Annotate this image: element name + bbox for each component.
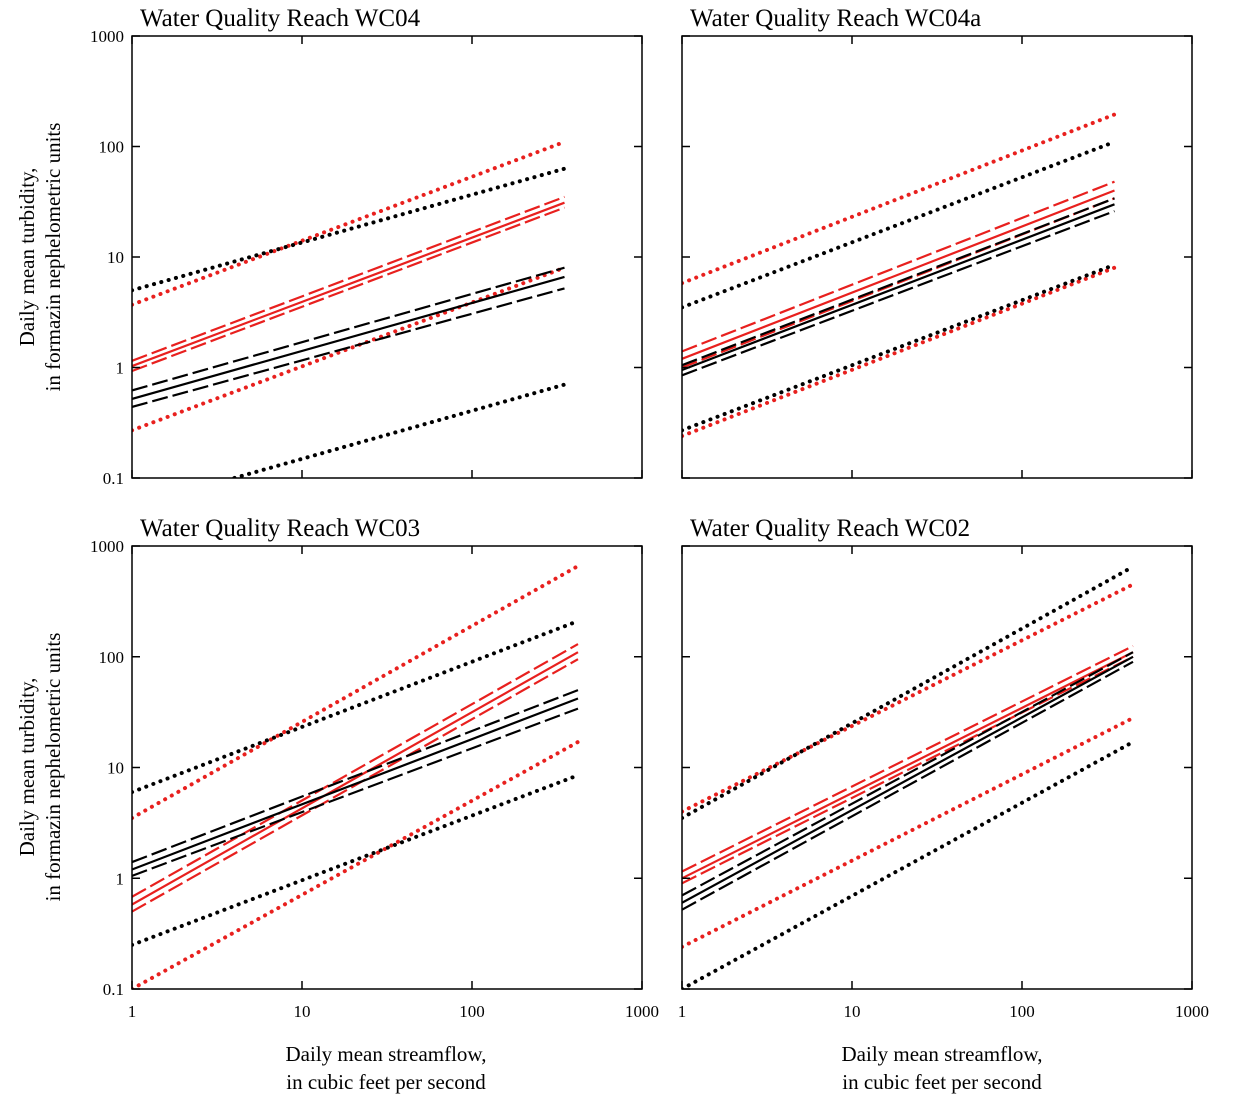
x-axis-label-left-line2: in cubic feet per second: [286, 1070, 486, 1094]
panel-title: Water Quality Reach WC04: [140, 5, 421, 32]
series-line-black-dotted-5: [132, 166, 567, 293]
panel-title: Water Quality Reach WC03: [140, 515, 420, 542]
series-line-red-dashed-3: [132, 658, 579, 913]
y-axis-label-top-line1: Daily mean turbidity,: [15, 168, 39, 347]
y-tick-label: 10: [107, 248, 124, 267]
series-line-black-dashed-7: [682, 651, 1134, 897]
series-line-red-dashed-2: [132, 195, 565, 362]
series-line-black-dotted-5: [132, 619, 580, 795]
series-line-red-dotted-0: [132, 564, 580, 820]
series-line-red-dotted-1: [132, 265, 567, 433]
series-line-red-solid-4: [132, 201, 565, 368]
y-tick-label: 100: [99, 648, 125, 667]
y-tick-label: 1000: [90, 27, 124, 46]
series-group: [132, 139, 567, 478]
series-line-black-dotted-5: [682, 564, 1135, 820]
series-line-black-dotted-6: [232, 382, 567, 478]
series-line-black-dotted-6: [682, 740, 1135, 989]
y-tick-label: 1: [116, 359, 125, 378]
series-line-red-solid-4: [682, 651, 1134, 880]
series-line-red-dotted-0: [682, 582, 1135, 814]
series-line-black-dashed-8: [132, 707, 579, 877]
x-tick-label: 1: [678, 1002, 687, 1021]
series-line-black-dashed-8: [682, 660, 1134, 911]
panel-wc04a: Water Quality Reach WC04a: [681, 5, 1193, 479]
panel-wc02: Water Quality Reach WC02 1 10 100 1000: [678, 515, 1209, 1021]
plot-frame: [681, 545, 1193, 990]
y-tick-label: 1: [116, 869, 125, 888]
y-axis-label-top-line2: in formazin nephelometric units: [41, 123, 65, 392]
x-tick-label: 10: [844, 1002, 861, 1021]
series-line-red-dashed-3: [682, 655, 1134, 885]
plot-frame: [131, 545, 643, 990]
series-line-red-dotted-1: [682, 716, 1135, 949]
y-tick-label: 100: [99, 138, 125, 157]
series-group: [132, 564, 580, 989]
series-group: [682, 112, 1117, 438]
plot-frame: [681, 35, 1193, 479]
series-line-black-dashed-8: [682, 210, 1115, 377]
series-line-red-solid-4: [132, 651, 579, 906]
x-axis-label-left-line1: Daily mean streamflow,: [286, 1042, 487, 1066]
series-line-red-dashed-2: [682, 180, 1115, 353]
y-tick-label: 1000: [90, 537, 124, 556]
x-tick-label: 1000: [625, 1002, 659, 1021]
y-tick-label: 10: [107, 759, 124, 778]
plot-frame: [131, 35, 643, 479]
x-axis-label-right-line1: Daily mean streamflow,: [842, 1042, 1043, 1066]
series-line-black-solid-9: [682, 203, 1115, 372]
series-line-red-dotted-0: [132, 139, 567, 307]
x-axis-label-right-line2: in cubic feet per second: [842, 1070, 1042, 1094]
series-line-black-dashed-7: [132, 266, 565, 392]
panel-title: Water Quality Reach WC02: [690, 515, 970, 542]
series-line-red-dashed-2: [682, 645, 1134, 873]
series-line-black-dotted-5: [682, 139, 1117, 310]
y-axis-label-bottom-line2: in formazin nephelometric units: [41, 633, 65, 902]
series-line-black-solid-9: [682, 655, 1134, 904]
x-tick-label: 100: [459, 1002, 485, 1021]
series-group: [682, 564, 1135, 989]
series-line-black-solid-9: [132, 275, 565, 400]
series-line-red-dotted-1: [682, 265, 1117, 438]
y-axis-label-bottom-line1: Daily mean turbidity,: [15, 678, 39, 857]
panel-title: Water Quality Reach WC04a: [690, 5, 981, 32]
series-line-red-solid-4: [682, 189, 1115, 360]
series-line-red-dotted-0: [682, 112, 1117, 286]
series-line-black-dashed-7: [682, 197, 1115, 367]
series-line-red-dotted-1: [132, 740, 580, 989]
series-line-black-dotted-6: [682, 262, 1117, 433]
y-tick-label: 0.1: [103, 469, 124, 488]
y-tick-label: 0.1: [103, 980, 124, 999]
x-tick-label: 10: [294, 1002, 311, 1021]
series-line-black-solid-9: [132, 697, 579, 871]
x-tick-label: 1: [128, 1002, 137, 1021]
series-line-red-dashed-2: [132, 643, 579, 898]
series-line-red-dashed-3: [132, 206, 565, 373]
x-tick-label: 1000: [1175, 1002, 1209, 1021]
panel-wc04: Water Quality Reach WC04 0.1 1 10 100 1000: [90, 5, 643, 488]
x-tick-label: 100: [1009, 1002, 1035, 1021]
series-line-black-dashed-7: [132, 689, 579, 864]
series-line-black-dashed-8: [132, 287, 565, 408]
